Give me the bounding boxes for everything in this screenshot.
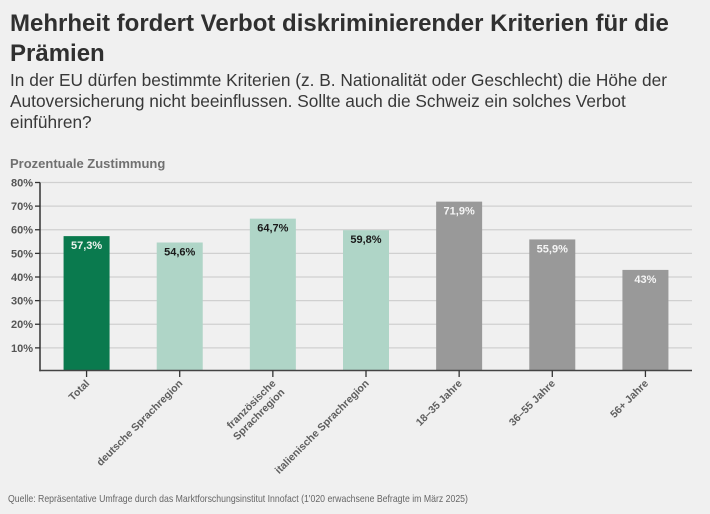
source-note: Quelle: Repräsentative Umfrage durch das… bbox=[8, 493, 468, 506]
x-tick-label-line: 18–35 Jahre bbox=[414, 378, 465, 429]
x-tick-label: französischeSprachregion bbox=[222, 378, 287, 443]
bar bbox=[249, 218, 296, 371]
y-tick-label: 50% bbox=[11, 248, 33, 260]
x-tick-label: 56+ Jahre bbox=[608, 378, 651, 421]
y-tick-label: 80% bbox=[11, 177, 33, 189]
x-tick-label-group: italienische Sprachregion bbox=[273, 378, 372, 477]
y-tick-label: 70% bbox=[11, 201, 33, 213]
bar bbox=[436, 201, 483, 371]
chart-title: Mehrheit fordert Verbot diskriminierende… bbox=[10, 10, 669, 68]
x-tick-label: deutsche Sprachregion bbox=[94, 378, 185, 469]
bar bbox=[156, 242, 203, 371]
x-tick-label-line: italienische Sprachregion bbox=[273, 378, 372, 477]
bar-value-label: 55,9% bbox=[537, 243, 568, 255]
y-tick-label: 20% bbox=[11, 319, 33, 331]
x-tick-label-line: 36–55 Jahre bbox=[507, 378, 558, 429]
x-tick-label-group: französischeSprachregion bbox=[222, 378, 288, 443]
bar bbox=[63, 236, 110, 371]
x-tick-label: italienische Sprachregion bbox=[273, 378, 372, 477]
y-tick-label: 60% bbox=[11, 225, 33, 237]
x-tick-label-group: 18–35 Jahre bbox=[414, 378, 465, 429]
y-tick-label: 10% bbox=[11, 343, 33, 355]
x-tick-label-line: deutsche Sprachregion bbox=[94, 378, 185, 469]
bar bbox=[622, 269, 669, 371]
y-axis-title: Prozentuale Zustimmung bbox=[10, 155, 166, 171]
x-tick-label-group: 36–55 Jahre bbox=[507, 378, 558, 429]
x-tick-label: 36–55 Jahre bbox=[507, 378, 558, 429]
bar bbox=[343, 230, 389, 371]
x-tick-label: Total bbox=[67, 378, 93, 404]
y-tick-label: 40% bbox=[11, 272, 33, 284]
axes bbox=[35, 181, 692, 377]
x-tick-label-group: Total bbox=[67, 378, 93, 404]
x-tick-label-line: Total bbox=[67, 378, 93, 404]
x-tick-label-line: 56+ Jahre bbox=[608, 378, 651, 421]
x-tick-label-group: deutsche Sprachregion bbox=[94, 378, 185, 469]
bar-value-label: 71,9% bbox=[444, 206, 475, 218]
bar bbox=[529, 239, 576, 371]
x-tick-label: 18–35 Jahre bbox=[414, 378, 465, 429]
x-tick-label-group: 56+ Jahre bbox=[608, 378, 651, 421]
bars bbox=[63, 201, 669, 371]
bar-value-label: 54,6% bbox=[164, 247, 195, 259]
bar-value-label: 57,3% bbox=[71, 240, 102, 252]
y-tick-label: 30% bbox=[11, 296, 33, 308]
chart-subtitle: In der EU dürfen bestimmte Kriterien (z.… bbox=[10, 69, 667, 132]
bar-value-label: 43% bbox=[634, 274, 656, 286]
bar-value-label: 59,8% bbox=[350, 234, 381, 246]
bar-value-label: 64,7% bbox=[257, 223, 288, 235]
